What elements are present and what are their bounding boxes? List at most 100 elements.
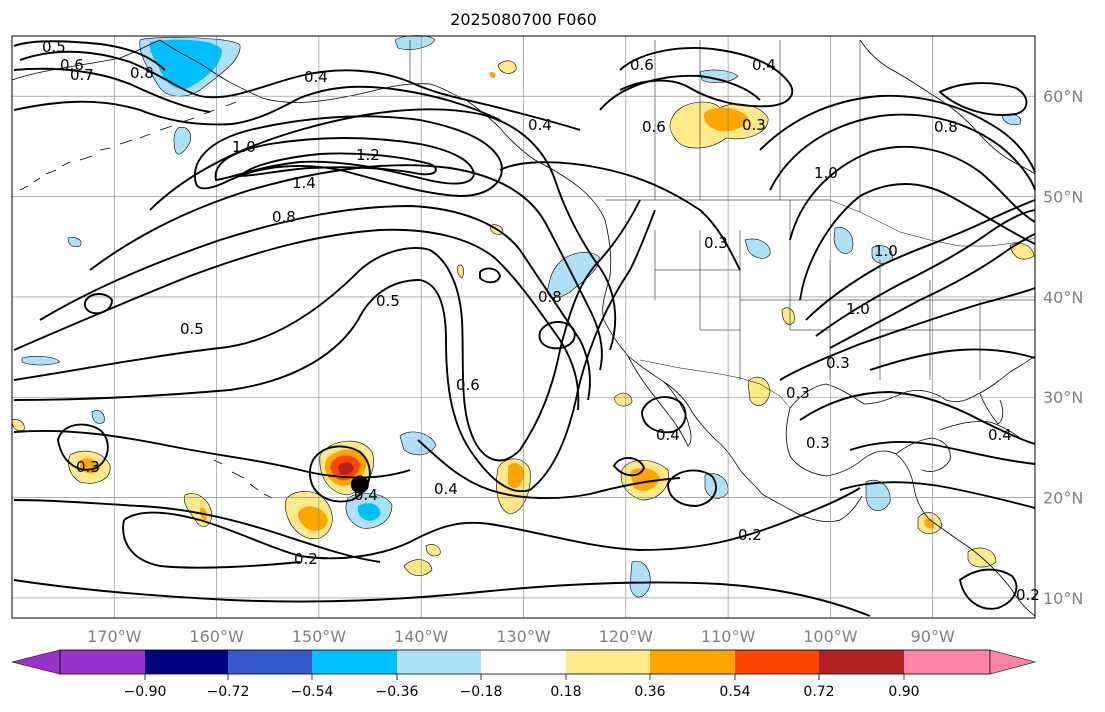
contour-line [13, 209, 656, 493]
contour-line [799, 183, 1036, 301]
contour-label: 0.7 [70, 66, 94, 84]
colorbar: −0.90 −0.72 −0.54 −0.36 −0.18 0.18 0.36 0.54 0.7… [11, 649, 1037, 700]
contour-line [309, 445, 371, 503]
colorbar-bin [735, 650, 819, 674]
longitude-label: 150°W [292, 627, 347, 646]
hawaiian-islands [213, 459, 273, 499]
longitude-label: 120°W [599, 627, 654, 646]
contour-label: 0.3 [704, 234, 728, 252]
colorbar-tick-label: −0.18 [460, 684, 503, 700]
contour-line [779, 287, 1036, 381]
contour-line [13, 228, 580, 411]
mexico-east-coast [785, 407, 1036, 617]
contour-line [869, 348, 1036, 371]
contour-label: 0.5 [180, 320, 204, 338]
map-panel: 0.5 0.6 0.7 0.8 0.4 1.0 1.4 1.2 0.8 0.5 … [11, 35, 1040, 619]
colorbar-tick-label: −0.54 [291, 684, 334, 700]
colorbar-bin [819, 650, 904, 674]
positive-anomaly-patch [425, 544, 441, 557]
florida [979, 393, 1004, 425]
contour-line [759, 94, 1036, 173]
negative-anomaly-patch [21, 356, 61, 366]
contour-label: 0.4 [988, 426, 1012, 444]
contour-line [13, 579, 871, 617]
positive-anomaly-patch [781, 307, 795, 325]
colorbar-over-extension [989, 649, 1037, 675]
canada-us-border [605, 199, 1036, 247]
contour-label: 0.3 [806, 434, 830, 452]
contour-label: 0.8 [934, 118, 958, 136]
colorbar-bin [397, 650, 481, 674]
contour-label: 1.0 [846, 300, 870, 318]
negative-anomaly-patch [91, 410, 105, 424]
contour-lines [13, 40, 1036, 617]
contour-line [958, 568, 1018, 610]
contour-line [13, 85, 501, 126]
storm-center-marker [350, 475, 369, 494]
contour-line [799, 391, 1036, 445]
contour-line [769, 113, 1036, 191]
contour-line [829, 233, 1036, 349]
latitude-label: 10°N [1043, 589, 1083, 608]
contour-line [194, 115, 503, 197]
latitude-label: 50°N [1043, 188, 1083, 207]
graticule [12, 36, 1035, 618]
latitude-labels: 60°N 50°N 40°N 30°N 20°N 10°N [1043, 87, 1083, 608]
contour-line [538, 321, 576, 350]
contour-label: 1.4 [292, 174, 316, 192]
contour-label: 0.8 [130, 64, 154, 82]
contour-line [39, 205, 591, 401]
contour-line [619, 47, 794, 108]
positive-anomaly-patch [669, 101, 769, 149]
colorbar-bin [145, 650, 228, 674]
colorbar-bin [312, 650, 397, 674]
longitude-labels: 170°W 160°W 150°W 140°W 130°W 120°W 110°W 100°W… [87, 627, 955, 646]
colorbar-tick-label: 0.54 [719, 684, 750, 700]
colorbar-tick-label: 0.90 [888, 684, 919, 700]
negative-anomaly-patch [744, 238, 771, 259]
colorbar-tick-label: −0.90 [124, 684, 167, 700]
negative-anomaly-patch [865, 480, 891, 511]
contour-line [89, 164, 603, 371]
negative-anomaly-patch [67, 237, 82, 248]
positive-anomaly-patch [747, 376, 771, 406]
positive-anomaly-patch [489, 71, 496, 78]
contour-line [13, 499, 381, 563]
colorbar-bin [904, 650, 990, 674]
colorbar-tick-label: 0.18 [550, 684, 581, 700]
contour-label: 0.2 [1016, 586, 1040, 604]
contour-line [815, 209, 1036, 337]
contour-label: 1.0 [874, 242, 898, 260]
longitude-label: 100°W [803, 627, 858, 646]
contour-line [612, 457, 646, 477]
contour-label: 0.5 [376, 292, 400, 310]
contour-line [13, 199, 641, 462]
contour-label: 1.0 [232, 138, 256, 156]
positive-anomaly-patch [403, 559, 433, 576]
contour-line [237, 152, 437, 177]
latitude-label: 30°N [1043, 388, 1083, 407]
contour-label: 0.4 [304, 68, 328, 86]
longitude-label: 160°W [189, 627, 244, 646]
contour-label: 0.6 [642, 118, 666, 136]
latitude-label: 20°N [1043, 489, 1083, 508]
longitude-label: 90°W [911, 627, 955, 646]
colorbar-under-extension [11, 649, 61, 675]
contour-label: 0.4 [528, 116, 552, 134]
longitude-label: 140°W [394, 627, 449, 646]
map-frame [11, 35, 1036, 619]
contour-line [13, 40, 166, 71]
political-borders [409, 40, 1036, 409]
contour-line [123, 487, 861, 560]
negative-anomaly-patch [699, 69, 739, 83]
positive-anomaly-patch [496, 458, 531, 515]
negative-anomaly-patch [629, 560, 651, 598]
contour-label: 0.6 [60, 56, 84, 74]
hudson-bay-region [859, 39, 1036, 175]
contour-line [13, 430, 411, 479]
positive-anomaly-patch [456, 264, 464, 279]
contour-label: 0.4 [752, 56, 776, 74]
contour-label: 0.3 [76, 458, 100, 476]
negative-anomaly-patch [173, 127, 191, 155]
positive-anomaly-patch [68, 450, 111, 484]
